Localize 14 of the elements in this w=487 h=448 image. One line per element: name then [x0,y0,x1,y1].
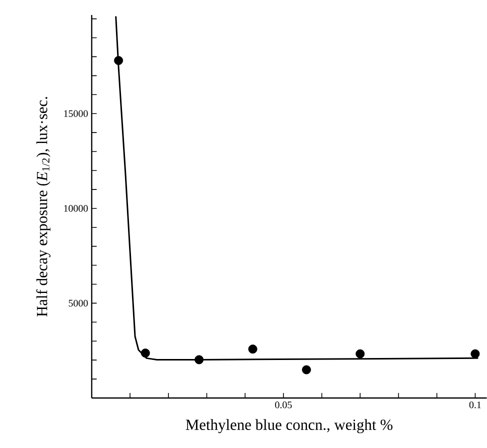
point [114,56,124,66]
point [248,344,258,354]
point [302,365,311,374]
point [356,349,365,358]
y-tick-label: 10000 [64,205,88,212]
point [470,349,480,358]
x-tick-label: 0.05 [275,402,292,408]
point [140,348,150,358]
point [194,355,204,364]
x-tick-label: 0.1 [469,402,481,408]
y-tick-label: 15000 [64,110,88,117]
x-axis-title: Methylene blue concn., weight % [186,419,392,434]
y-tick-label: 5000 [68,300,88,307]
y-axis-title: Half decay exposure (E$_{1/2}$), lux·sec. [36,97,50,317]
